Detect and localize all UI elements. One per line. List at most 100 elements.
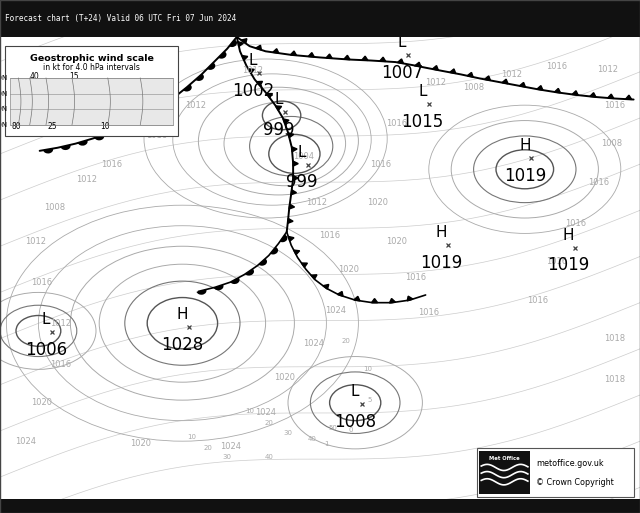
Text: 1016: 1016 — [146, 131, 168, 141]
Text: 1018: 1018 — [604, 334, 625, 343]
Wedge shape — [218, 51, 227, 58]
Text: 20: 20 — [341, 338, 350, 344]
Polygon shape — [288, 133, 294, 137]
Text: 1019: 1019 — [547, 256, 589, 274]
Polygon shape — [291, 51, 296, 55]
Bar — [479, 451, 531, 494]
Wedge shape — [95, 134, 104, 141]
Polygon shape — [323, 284, 329, 289]
Polygon shape — [554, 88, 561, 93]
Text: L: L — [397, 35, 406, 50]
Text: 1016: 1016 — [50, 360, 72, 369]
Text: 1012: 1012 — [307, 198, 327, 207]
Bar — [10, 78, 173, 125]
Text: 1012: 1012 — [76, 175, 97, 184]
Polygon shape — [311, 275, 317, 279]
Polygon shape — [590, 93, 596, 97]
Text: 1012: 1012 — [502, 70, 522, 79]
Polygon shape — [289, 204, 294, 209]
Text: 1024: 1024 — [303, 339, 324, 348]
Text: metoffice.gov.uk: metoffice.gov.uk — [536, 459, 604, 468]
Text: 1019: 1019 — [504, 167, 546, 185]
Wedge shape — [157, 105, 166, 111]
Polygon shape — [293, 161, 298, 166]
Polygon shape — [291, 190, 296, 195]
Text: 1020: 1020 — [275, 372, 295, 382]
Wedge shape — [230, 278, 239, 284]
Text: 1016: 1016 — [370, 160, 392, 169]
Text: 1008: 1008 — [44, 203, 65, 212]
Polygon shape — [288, 219, 293, 223]
Polygon shape — [242, 55, 248, 60]
Text: 5: 5 — [367, 397, 371, 403]
Text: H: H — [177, 307, 188, 322]
Bar — [0, 0, 640, 37]
Text: 25: 25 — [47, 122, 57, 131]
Text: L: L — [120, 92, 129, 107]
Text: 1024: 1024 — [255, 408, 276, 418]
Polygon shape — [337, 291, 343, 296]
Text: 80: 80 — [12, 122, 22, 131]
Text: 1007: 1007 — [381, 64, 423, 82]
Polygon shape — [238, 42, 243, 47]
Text: 1016: 1016 — [565, 219, 587, 228]
Text: L: L — [274, 92, 283, 107]
Polygon shape — [467, 72, 473, 77]
Polygon shape — [415, 62, 421, 67]
Wedge shape — [170, 95, 179, 102]
Text: 999: 999 — [286, 173, 318, 191]
Polygon shape — [293, 175, 298, 181]
Text: 1012: 1012 — [25, 236, 45, 246]
Polygon shape — [537, 86, 543, 90]
Text: 1015: 1015 — [401, 113, 444, 131]
Polygon shape — [301, 263, 307, 267]
Wedge shape — [61, 145, 70, 150]
Polygon shape — [241, 38, 247, 44]
Text: 50N: 50N — [0, 106, 8, 112]
Text: 70N: 70N — [0, 75, 8, 81]
Text: 1020: 1020 — [31, 398, 52, 407]
Text: 60N: 60N — [0, 90, 8, 96]
Polygon shape — [326, 54, 332, 58]
Text: 1012: 1012 — [51, 319, 71, 328]
Text: 1006: 1006 — [25, 341, 67, 359]
Text: in kt for 4.0 hPa intervals: in kt for 4.0 hPa intervals — [43, 63, 140, 72]
Text: 999: 999 — [262, 121, 294, 139]
Wedge shape — [196, 289, 207, 295]
Text: 1024: 1024 — [15, 437, 36, 446]
Text: 1020: 1020 — [387, 236, 407, 246]
Text: 1020: 1020 — [131, 439, 151, 448]
Text: 40N: 40N — [0, 122, 8, 128]
Text: 10: 10 — [100, 122, 110, 131]
Text: 1016: 1016 — [418, 308, 440, 318]
Text: 40: 40 — [29, 72, 40, 81]
Polygon shape — [502, 79, 508, 84]
Text: 1016: 1016 — [386, 119, 408, 128]
Polygon shape — [572, 91, 578, 95]
Text: © Crown Copyright: © Crown Copyright — [536, 479, 614, 487]
Polygon shape — [273, 49, 279, 53]
Text: 1016: 1016 — [319, 231, 340, 241]
Text: 1002: 1002 — [232, 82, 274, 100]
Text: 1018: 1018 — [604, 375, 625, 384]
Text: 1: 1 — [324, 441, 329, 447]
Wedge shape — [142, 113, 152, 120]
Bar — [477, 448, 634, 497]
Text: 40: 40 — [264, 453, 273, 460]
Polygon shape — [362, 56, 368, 61]
Text: 30: 30 — [223, 453, 232, 460]
Text: H: H — [563, 228, 574, 243]
Text: 0: 0 — [348, 427, 353, 433]
Text: 1024: 1024 — [326, 306, 346, 315]
Text: 30: 30 — [284, 430, 292, 437]
Text: 1016: 1016 — [604, 101, 625, 110]
Wedge shape — [77, 140, 88, 146]
Text: Met Office: Met Office — [489, 456, 520, 461]
Text: L: L — [248, 53, 257, 68]
Text: L: L — [418, 84, 427, 99]
Polygon shape — [354, 297, 360, 301]
Wedge shape — [111, 128, 120, 134]
Polygon shape — [308, 53, 314, 57]
Text: 40: 40 — [308, 436, 317, 442]
Polygon shape — [608, 94, 614, 98]
